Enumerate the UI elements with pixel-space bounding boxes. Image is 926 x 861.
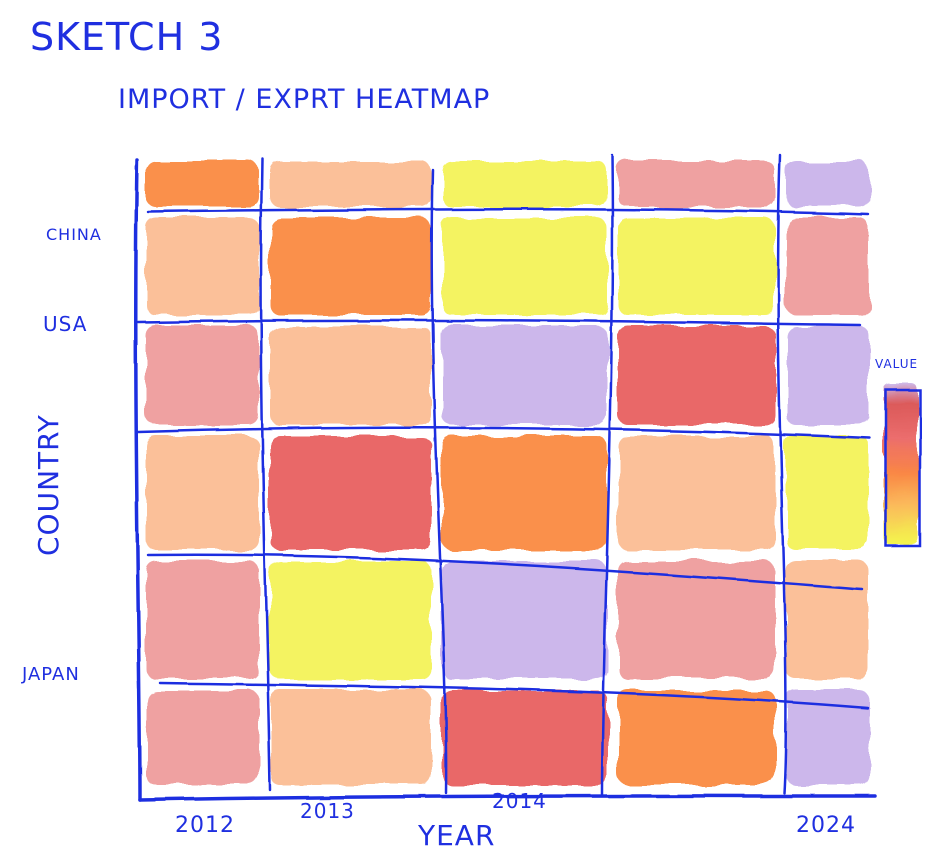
grid-line xyxy=(259,156,272,792)
y-tick-label-usa: USA xyxy=(43,312,87,336)
heatmap-cell xyxy=(786,161,869,207)
legend-frame xyxy=(884,388,922,548)
sketch-label: SKETCH 3 xyxy=(30,15,223,59)
heatmap-cell xyxy=(442,690,607,785)
x-tick-label-2014: 2014 xyxy=(492,789,547,813)
legend-title: VALUE xyxy=(875,357,918,371)
heatmap-cell xyxy=(442,218,607,315)
heatmap-cell xyxy=(786,561,869,679)
heatmap-cell xyxy=(146,326,259,425)
x-axis-title: YEAR xyxy=(417,819,495,852)
heatmap-cell xyxy=(146,690,259,785)
heatmap-cell xyxy=(786,218,869,315)
grid-line xyxy=(136,319,862,327)
heatmap-cell xyxy=(618,218,775,315)
grid-line xyxy=(146,553,864,591)
x-axis-line xyxy=(138,794,877,802)
y-tick-label-japan: JAPAN xyxy=(21,664,80,685)
heatmap-cell xyxy=(618,690,775,785)
heatmap-cell xyxy=(270,326,431,425)
axes xyxy=(134,158,877,802)
heatmap-cell xyxy=(146,561,259,679)
heatmap-cell xyxy=(618,326,775,425)
grid-line xyxy=(430,168,448,795)
color-legend: VALUE xyxy=(875,357,922,548)
grid-line xyxy=(146,208,870,216)
heatmap-cell xyxy=(146,218,259,315)
heatmap-cell xyxy=(618,436,775,550)
grid-line xyxy=(158,681,870,710)
legend-colorbar xyxy=(884,384,918,544)
heatmap-cell xyxy=(442,436,607,550)
heatmap-cells xyxy=(146,161,869,785)
heatmap-cell xyxy=(270,436,431,550)
x-tick-label-2012: 2012 xyxy=(175,813,235,838)
heatmap-grid xyxy=(136,153,872,797)
heatmap-cell xyxy=(786,326,869,425)
heatmap-cell xyxy=(270,161,431,207)
heatmap-cell xyxy=(146,161,259,207)
grid-line xyxy=(776,153,788,795)
y-axis-title: COUNTRY xyxy=(32,414,65,556)
heatmap-cell xyxy=(786,690,869,785)
heatmap-cell xyxy=(442,561,607,679)
y-axis-line xyxy=(134,158,142,802)
chart-title: IMPORT / EXPRT HEATMAP xyxy=(118,84,490,115)
heatmap-cell xyxy=(270,561,431,679)
heatmap-cell xyxy=(146,436,259,550)
heatmap-cell xyxy=(618,161,775,207)
heatmap-cell xyxy=(442,161,607,207)
y-tick-label-china: CHINA xyxy=(46,225,102,244)
heatmap-cell xyxy=(270,690,431,785)
heatmap-cell xyxy=(442,326,607,425)
heatmap-cell xyxy=(786,436,869,550)
grid-line xyxy=(600,153,614,797)
x-tick-label-2024: 2024 xyxy=(796,813,856,838)
grid-line xyxy=(136,426,872,440)
heatmap-cell xyxy=(618,561,775,679)
heatmap-cell xyxy=(270,218,431,315)
x-tick-label-2013: 2013 xyxy=(300,799,355,823)
